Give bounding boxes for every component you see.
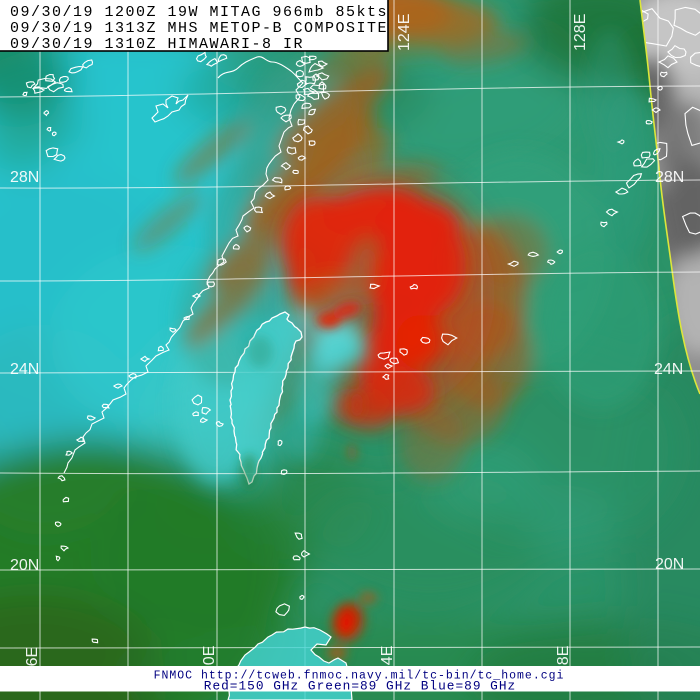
- svg-text:28N: 28N: [10, 169, 39, 186]
- svg-text:Red=150 GHz Green=89 GHz Blue: Red=150 GHz Green=89 GHz Blue=89 GHz: [204, 679, 516, 694]
- svg-text:124E: 124E: [396, 14, 413, 51]
- svg-text:24N: 24N: [654, 361, 683, 378]
- svg-text:09/30/19 1313Z MHS METOP-B CO: 09/30/19 1313Z MHS METOP-B COMPOSITE: [10, 20, 388, 37]
- svg-text:20N: 20N: [10, 557, 39, 574]
- svg-text:24N: 24N: [10, 361, 39, 378]
- svg-text:09/30/19 1200Z 19W MITAG 966m: 09/30/19 1200Z 19W MITAG 966mb 85kts: [10, 4, 388, 21]
- svg-text:FNMOC http://tcweb.fnmoc.navy: FNMOC http://tcweb.fnmoc.navy.mil/tc-bin…: [154, 670, 565, 683]
- svg-text:28N: 28N: [655, 169, 684, 186]
- svg-text:20N: 20N: [655, 556, 684, 573]
- svg-text:128E: 128E: [572, 14, 589, 51]
- svg-text:09/30/19 1310Z HIMAWARI-8 IR: 09/30/19 1310Z HIMAWARI-8 IR: [10, 36, 304, 53]
